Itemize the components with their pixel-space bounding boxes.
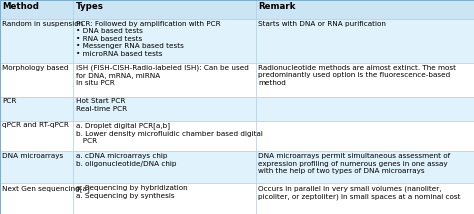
Bar (256, 97, 474, 121)
Bar (73, 0, 256, 19)
Text: Hot Start PCR
Real-time PCR: Hot Start PCR Real-time PCR (76, 98, 127, 112)
Bar (0, 0, 73, 19)
Text: Next Gen sequencing[a]: Next Gen sequencing[a] (2, 185, 90, 192)
Text: PCR: PCR (2, 98, 17, 104)
Text: a. Sequencing by hybridization
a. Sequencing by synthesis: a. Sequencing by hybridization a. Sequen… (76, 185, 187, 199)
Text: Occurs in parallel in very small volumes (nanoliter,
picoliter, or zeptoliter) i: Occurs in parallel in very small volumes… (258, 185, 461, 199)
Bar (256, 121, 474, 151)
Text: Starts with DNA or RNA purification: Starts with DNA or RNA purification (258, 21, 386, 27)
Bar (73, 183, 256, 214)
Text: Types: Types (76, 2, 104, 11)
Bar (73, 97, 256, 121)
Text: DNA microarrays permit simultaneous assessment of
expression profiling of numero: DNA microarrays permit simultaneous asse… (258, 153, 450, 174)
Bar (0, 97, 73, 121)
Bar (256, 63, 474, 97)
Bar (256, 183, 474, 214)
Bar (256, 19, 474, 63)
Bar (256, 0, 474, 19)
Bar (0, 63, 73, 97)
Text: ISH (FISH-CISH-Radio-labeled ISH): Can be used
for DNA, mRNA, miRNA
In situ PCR: ISH (FISH-CISH-Radio-labeled ISH): Can b… (76, 65, 249, 86)
Text: PCR: Followed by amplification with PCR
• DNA based tests
• RNA based tests
• Me: PCR: Followed by amplification with PCR … (76, 21, 220, 57)
Bar (0, 121, 73, 151)
Text: a. cDNA microarrays chip
b. oligonucleotide/DNA chip: a. cDNA microarrays chip b. oligonucleot… (76, 153, 176, 166)
Bar (0, 183, 73, 214)
Text: a. Droplet digital PCR[a,b]
b. Lower density microfluidic chamber based digital
: a. Droplet digital PCR[a,b] b. Lower den… (76, 122, 263, 144)
Text: qPCR and RT-qPCR: qPCR and RT-qPCR (2, 122, 69, 128)
Bar (73, 121, 256, 151)
Text: DNA microarrays: DNA microarrays (2, 153, 64, 159)
Text: Remark: Remark (258, 2, 296, 11)
Text: Radionucleotide methods are almost extinct. The most
predominantly used option i: Radionucleotide methods are almost extin… (258, 65, 456, 86)
Bar (0, 151, 73, 183)
Text: Method: Method (2, 2, 39, 11)
Bar (0, 19, 73, 63)
Text: Random in suspension: Random in suspension (2, 21, 83, 27)
Text: Morphology based: Morphology based (2, 65, 69, 71)
Bar (73, 151, 256, 183)
Bar (73, 19, 256, 63)
Bar (73, 63, 256, 97)
Bar (256, 151, 474, 183)
